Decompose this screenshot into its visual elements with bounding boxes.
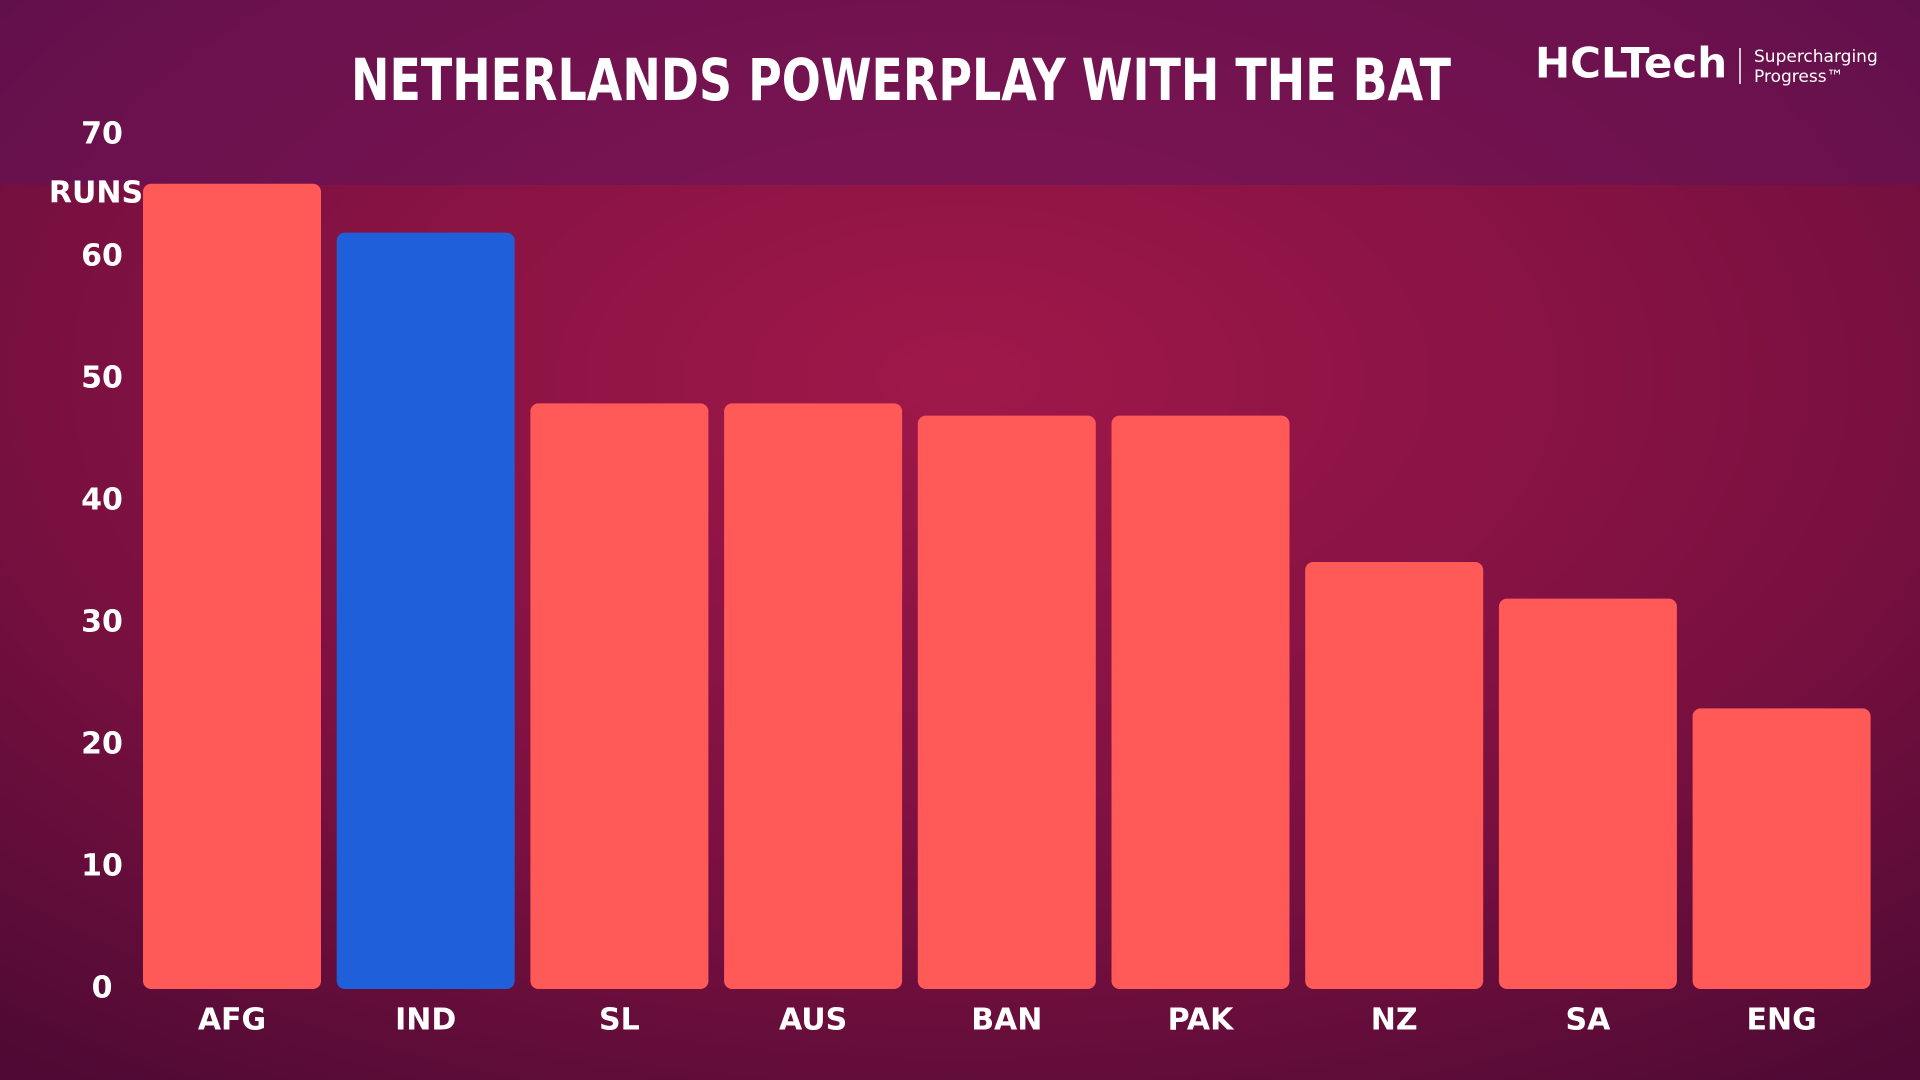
y-tick-label: 70 <box>81 117 123 152</box>
y-tick-label: 40 <box>81 483 123 518</box>
y-tick-label: 50 <box>81 361 123 396</box>
y-tick-label: 0 <box>92 971 113 1006</box>
x-tick-label: SL <box>599 1003 640 1038</box>
x-tick-label: BAN <box>971 1003 1042 1038</box>
y-axis-label: RUNS <box>49 176 143 211</box>
bar <box>1305 562 1484 989</box>
bar <box>1692 708 1871 989</box>
x-tick-label: AUS <box>779 1003 847 1038</box>
brand-tagline: Progress™ <box>1754 67 1844 87</box>
bar <box>724 403 903 989</box>
chart-title: NETHERLANDS POWERPLAY WITH THE BAT <box>351 46 1451 114</box>
brand-tagline: Supercharging <box>1754 47 1878 67</box>
x-tick-label: PAK <box>1168 1003 1235 1038</box>
bar <box>530 403 709 989</box>
y-tick-label: 20 <box>81 727 123 762</box>
brand-name: HCLTech <box>1535 39 1727 88</box>
bar <box>917 415 1096 990</box>
y-tick-label: 30 <box>81 605 123 640</box>
y-tick-label: 10 <box>81 849 123 884</box>
bar <box>1111 415 1290 990</box>
bar <box>1498 598 1677 989</box>
x-tick-label: NZ <box>1371 1003 1418 1038</box>
x-tick-label: IND <box>395 1003 456 1038</box>
bar <box>336 232 515 990</box>
x-tick-label: ENG <box>1746 1003 1816 1038</box>
background-banner <box>0 0 1920 185</box>
x-tick-label: AFG <box>198 1003 266 1038</box>
bar <box>143 183 321 990</box>
y-tick-label: 60 <box>81 239 123 274</box>
x-tick-label: SA <box>1565 1003 1611 1038</box>
